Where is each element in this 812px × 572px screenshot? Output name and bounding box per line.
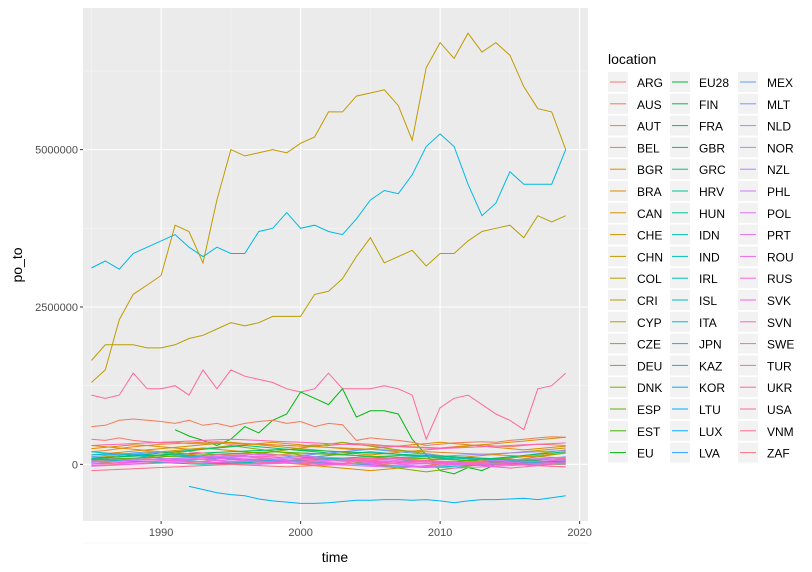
legend-label-nld: NLD bbox=[767, 120, 791, 134]
x-tick-label: 2010 bbox=[428, 527, 452, 539]
series-line-jpn bbox=[91, 133, 567, 270]
legend-label-rus: RUS bbox=[767, 272, 792, 286]
legend-label-kaz: KAZ bbox=[699, 359, 722, 373]
y-axis-title: po_to bbox=[9, 247, 25, 282]
legend-label-svn: SVN bbox=[767, 316, 792, 330]
legend-label-pol: POL bbox=[767, 207, 791, 221]
legend-label-jpn: JPN bbox=[699, 338, 722, 352]
legend-label-hrv: HRV bbox=[699, 185, 724, 199]
series-line-aus bbox=[91, 418, 566, 447]
legend-label-grc: GRC bbox=[699, 163, 726, 177]
legend-label-dnk: DNK bbox=[637, 381, 662, 395]
series-line-svn bbox=[188, 460, 566, 466]
legend-label-chn: CHN bbox=[637, 250, 663, 264]
series-line-tur bbox=[91, 438, 566, 450]
legend-label-lva: LVA bbox=[699, 447, 720, 461]
legend-label-tur: TUR bbox=[767, 359, 792, 373]
legend-label-bgr: BGR bbox=[637, 163, 663, 177]
legend-label-fra: FRA bbox=[699, 120, 723, 134]
x-tick-label: 2000 bbox=[288, 527, 312, 539]
grid-major bbox=[83, 8, 588, 521]
legend: location ARG AUS AUT BEL BGR BRA CAN CHE CHN COL C… bbox=[608, 51, 794, 463]
legend-label-nzl: NZL bbox=[767, 163, 790, 177]
series-line-rou bbox=[91, 457, 566, 469]
legend-label-mex: MEX bbox=[767, 76, 793, 90]
series-line-usa bbox=[91, 368, 567, 441]
legend-label-nor: NOR bbox=[767, 141, 794, 155]
series-line-arg bbox=[91, 437, 566, 449]
legend-label-che: CHE bbox=[637, 229, 662, 243]
legend-label-svk: SVK bbox=[767, 294, 791, 308]
legend-label-ltu: LTU bbox=[699, 403, 721, 417]
x-axis-ticks: 1990 2000 2010 2020 bbox=[149, 521, 592, 539]
legend-label-vnm: VNM bbox=[767, 425, 794, 439]
legend-label-lux: LUX bbox=[699, 425, 722, 439]
legend-label-swe: SWE bbox=[767, 338, 794, 352]
series-line-phl bbox=[91, 455, 566, 465]
legend-label-ukr: UKR bbox=[767, 381, 793, 395]
legend-label-idn: IDN bbox=[699, 229, 720, 243]
series-line-prt bbox=[91, 459, 566, 469]
legend-label-cri: CRI bbox=[637, 294, 658, 308]
legend-label-deu: DEU bbox=[637, 359, 662, 373]
x-tick-label: 2020 bbox=[567, 527, 591, 539]
legend-label-ita: ITA bbox=[699, 316, 717, 330]
series-line-chn bbox=[91, 32, 567, 383]
x-axis-title: time bbox=[322, 549, 349, 565]
legend-label-est: EST bbox=[637, 425, 661, 439]
legend-label-can: CAN bbox=[637, 207, 662, 221]
legend-label-irl: IRL bbox=[699, 272, 718, 286]
legend-label-cze: CZE bbox=[637, 338, 661, 352]
legend-label-bel: BEL bbox=[637, 141, 660, 155]
y-tick-label: 0 bbox=[72, 459, 78, 471]
series-line-fra bbox=[91, 448, 566, 463]
legend-label-col: COL bbox=[637, 272, 662, 286]
legend-label-kor: KOR bbox=[699, 381, 725, 395]
legend-label-hun: HUN bbox=[699, 207, 725, 221]
legend-label-aut: AUT bbox=[637, 120, 662, 134]
legend-label-gbr: GBR bbox=[699, 141, 725, 155]
legend-entries: ARG AUS AUT BEL BGR BRA CAN CHE CHN COL CRI CYP CZE D… bbox=[608, 72, 794, 463]
series-line-cze bbox=[202, 441, 566, 462]
series-line-col bbox=[91, 215, 566, 361]
legend-label-bra: BRA bbox=[637, 185, 662, 199]
legend-label-eu28: EU28 bbox=[699, 76, 729, 90]
legend-label-prt: PRT bbox=[767, 229, 791, 243]
legend-label-arg: ARG bbox=[637, 76, 663, 90]
x-tick-label: 1990 bbox=[149, 527, 173, 539]
legend-label-eu: EU bbox=[637, 447, 654, 461]
legend-label-fin: FIN bbox=[699, 98, 718, 112]
plot-panel bbox=[83, 8, 588, 521]
series-line-swe bbox=[91, 455, 566, 465]
legend-label-usa: USA bbox=[767, 403, 792, 417]
legend-label-phl: PHL bbox=[767, 185, 791, 199]
y-tick-label: 5000000 bbox=[35, 145, 78, 157]
legend-label-cyp: CYP bbox=[637, 316, 662, 330]
series-lines bbox=[91, 32, 567, 504]
legend-title: location bbox=[608, 51, 656, 67]
legend-label-mlt: MLT bbox=[767, 98, 791, 112]
legend-label-aus: AUS bbox=[637, 98, 662, 112]
y-tick-label: 2500000 bbox=[35, 302, 78, 314]
y-axis-ticks: 0 2500000 5000000 bbox=[35, 145, 83, 471]
series-line-kor bbox=[188, 485, 566, 504]
legend-label-rou: ROU bbox=[767, 250, 794, 264]
legend-label-zaf: ZAF bbox=[767, 447, 790, 461]
legend-label-isl: ISL bbox=[699, 294, 717, 308]
legend-label-ind: IND bbox=[699, 250, 720, 264]
legend-label-esp: ESP bbox=[637, 403, 661, 417]
